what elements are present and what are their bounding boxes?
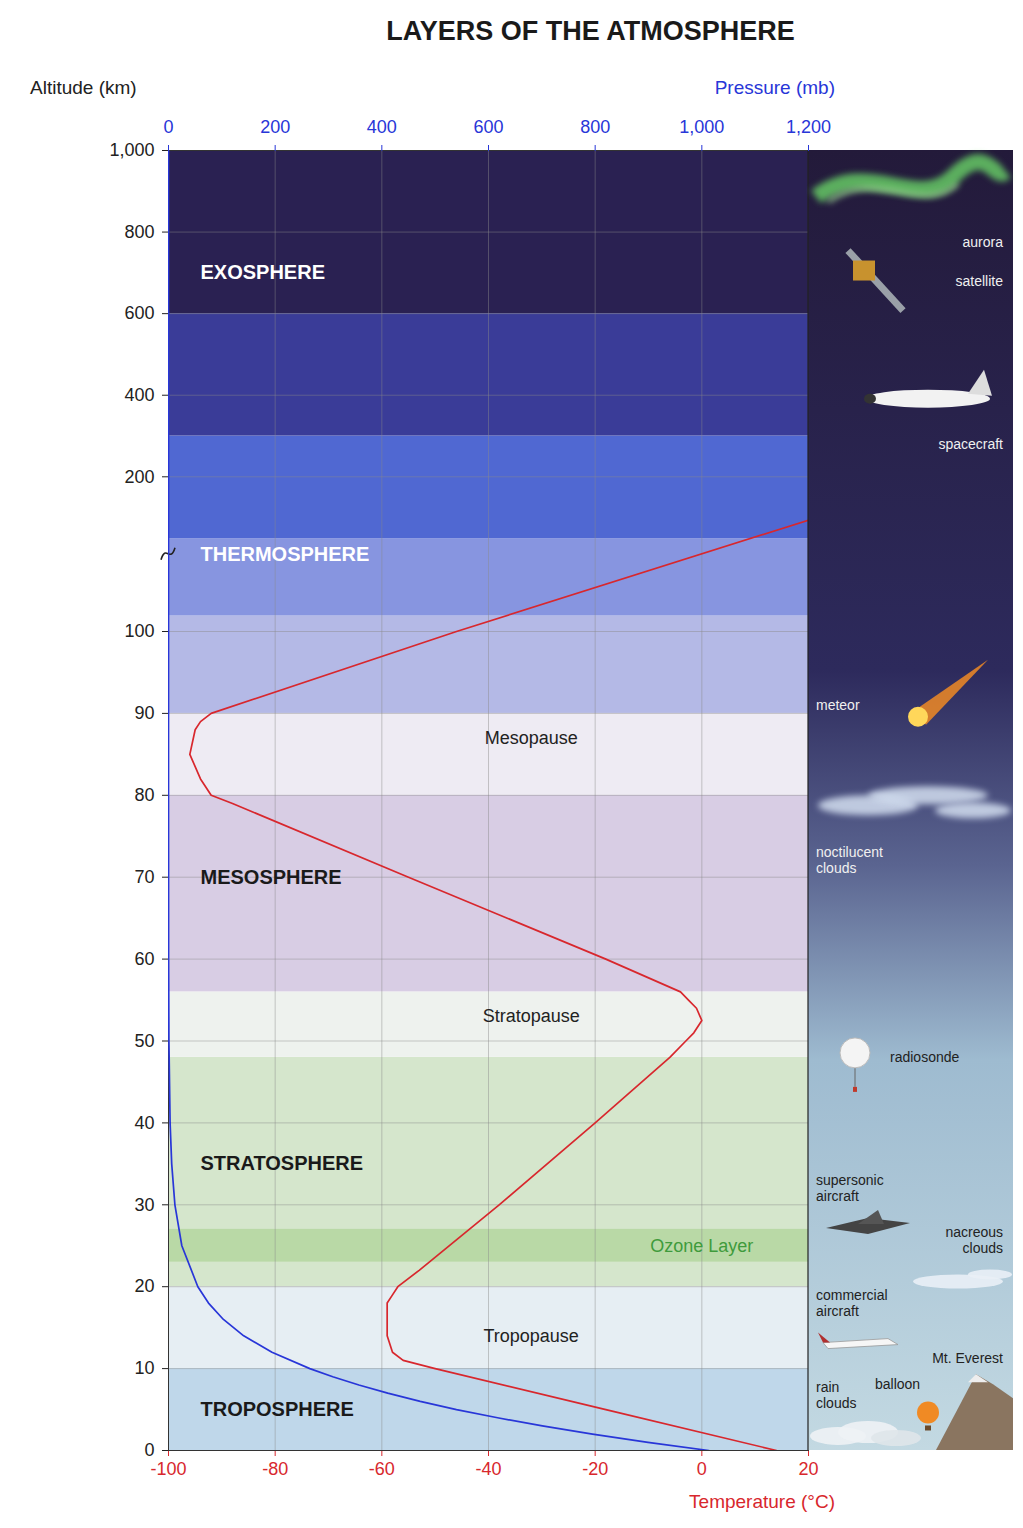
svg-text:600: 600 [124,303,154,323]
svg-text:EXOSPHERE: EXOSPHERE [201,261,325,283]
svg-text:200: 200 [124,467,154,487]
svg-text:Ozone Layer: Ozone Layer [650,1236,753,1256]
svg-text:balloon: balloon [875,1376,920,1392]
html-text:LAYERS OF THE ATMOSPHERE: LAYERS OF THE ATMOSPHERE [386,16,795,46]
svg-text:supersonicaircraft: supersonicaircraft [816,1172,884,1204]
svg-text:-20: -20 [582,1459,608,1479]
svg-text:nacreousclouds: nacreousclouds [945,1224,1003,1256]
svg-text:Temperature (°C): Temperature (°C) [689,1491,835,1512]
svg-text:spacecraft: spacecraft [938,436,1003,452]
svg-text:Mesopause: Mesopause [485,728,578,748]
svg-text:90: 90 [134,703,154,723]
svg-text:30: 30 [134,1195,154,1215]
svg-text:Tropopause: Tropopause [483,1326,578,1346]
svg-text:-60: -60 [369,1459,395,1479]
svg-text:-40: -40 [475,1459,501,1479]
svg-text:600: 600 [473,117,503,137]
svg-text:noctilucentclouds: noctilucentclouds [816,844,883,876]
svg-text:0: 0 [697,1459,707,1479]
svg-text:Mt. Everest: Mt. Everest [932,1350,1003,1366]
svg-text:-100: -100 [150,1459,186,1479]
svg-text:radiosonde: radiosonde [890,1049,959,1065]
svg-text:70: 70 [134,867,154,887]
svg-text:satellite: satellite [956,273,1004,289]
svg-text:80: 80 [134,785,154,805]
svg-text:100: 100 [124,621,154,641]
svg-text:THERMOSPHERE: THERMOSPHERE [201,543,370,565]
svg-text:400: 400 [124,385,154,405]
svg-text:10: 10 [134,1358,154,1378]
svg-text:1,000: 1,000 [679,117,724,137]
svg-text:800: 800 [580,117,610,137]
svg-text:meteor: meteor [816,697,860,713]
svg-text:Stratopause: Stratopause [483,1006,580,1026]
svg-text:1,000: 1,000 [109,140,154,160]
svg-text:20: 20 [798,1459,818,1479]
svg-text:MESOSPHERE: MESOSPHERE [201,866,342,888]
svg-text:40: 40 [134,1113,154,1133]
svg-text:20: 20 [134,1276,154,1296]
svg-text:Altitude (km): Altitude (km) [30,77,137,98]
svg-text:200: 200 [260,117,290,137]
svg-text:commercialaircraft: commercialaircraft [816,1287,888,1319]
svg-text:800: 800 [124,222,154,242]
svg-text:60: 60 [134,949,154,969]
svg-text:Pressure (mb): Pressure (mb) [715,77,835,98]
svg-text:50: 50 [134,1031,154,1051]
svg-text:0: 0 [144,1440,154,1460]
svg-text:-80: -80 [262,1459,288,1479]
svg-text:1,200: 1,200 [786,117,831,137]
svg-text:TROPOSPHERE: TROPOSPHERE [201,1398,354,1420]
svg-text:0: 0 [163,117,173,137]
svg-text:aurora: aurora [963,234,1004,250]
svg-text:400: 400 [367,117,397,137]
svg-text:STRATOSPHERE: STRATOSPHERE [201,1152,364,1174]
svg-text:rainclouds: rainclouds [816,1379,856,1411]
